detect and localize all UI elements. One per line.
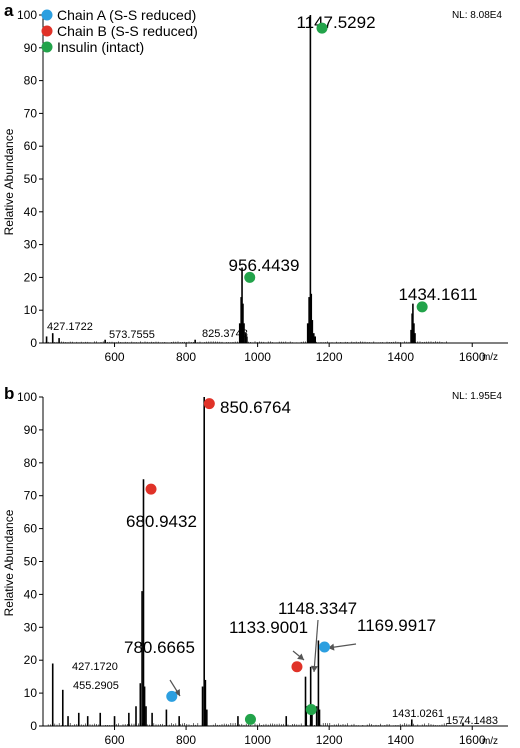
- legend: Chain A (S-S reduced)Chain B (S-S reduce…: [41, 7, 198, 55]
- y-tick-label: 10: [24, 303, 38, 317]
- peak-label: 1133.9001: [229, 618, 308, 637]
- x-tick-label: 1400: [387, 350, 414, 364]
- peak-label: 573.7555: [109, 329, 155, 341]
- y-tick-label: 30: [24, 238, 38, 252]
- y-tick-label: 80: [24, 74, 38, 88]
- species-marker: [416, 301, 428, 313]
- legend-marker: [41, 9, 53, 21]
- x-tick-label: 600: [105, 350, 125, 364]
- y-tick-label: 60: [24, 139, 38, 153]
- y-tick-label: 0: [30, 336, 37, 350]
- y-axis-label: Relative Abundance: [2, 128, 16, 235]
- arrow-head: [297, 653, 304, 660]
- y-tick-label: 70: [24, 106, 38, 120]
- y-tick-label: 20: [24, 653, 38, 667]
- y-tick-label: 20: [24, 270, 38, 284]
- species-marker: [203, 398, 215, 410]
- species-marker: [244, 713, 256, 725]
- peak-label: 1574.1483: [446, 715, 498, 727]
- x-tick-label: 600: [105, 733, 125, 747]
- panel-letter: b: [4, 384, 14, 403]
- x-tick-label: 1000: [244, 350, 271, 364]
- species-marker: [145, 483, 157, 495]
- legend-marker: [41, 41, 53, 53]
- spectrum-panel-b: b NL: 1.95E4 0 10 20 30 40 50 60 70 80 90 100 600 800 1…: [2, 384, 508, 747]
- peak-label: 825.3748: [202, 328, 248, 340]
- x-tick-label: 800: [176, 733, 196, 747]
- x-axis-label: m/z: [482, 352, 498, 363]
- peak-label: 680.9432: [126, 512, 197, 531]
- species-marker: [319, 641, 331, 653]
- x-tick-label: 1600: [459, 350, 486, 364]
- y-tick-label: 0: [30, 719, 37, 733]
- y-axis-label: Relative Abundance: [2, 509, 16, 616]
- peak-label: 455.2905: [73, 680, 119, 692]
- y-tick-label: 60: [24, 522, 38, 536]
- x-tick-label: 1000: [244, 733, 271, 747]
- arrow-head: [310, 665, 318, 672]
- legend-label: Insulin (intact): [57, 39, 144, 55]
- x-tick-label: 1200: [316, 350, 343, 364]
- legend-label: Chain B (S-S reduced): [57, 23, 198, 39]
- species-marker: [305, 704, 317, 716]
- y-tick-label: 100: [17, 390, 37, 404]
- legend-marker: [41, 25, 53, 37]
- y-tick-label: 30: [24, 620, 38, 634]
- y-tick-label: 90: [24, 423, 38, 437]
- label-arrow: [313, 619, 319, 673]
- arrow-head: [173, 689, 180, 696]
- y-tick-label: 10: [24, 686, 38, 700]
- y-tick-label: 100: [17, 8, 37, 22]
- x-tick-label: 1600: [459, 733, 486, 747]
- species-marker: [166, 690, 178, 702]
- peak-label: 1148.3347: [278, 599, 357, 618]
- species-marker: [244, 271, 256, 283]
- peak-label: 427.1720: [72, 661, 118, 673]
- y-tick-label: 40: [24, 205, 38, 219]
- y-tick-label: 80: [24, 456, 38, 470]
- normalization-level: NL: 1.95E4: [452, 391, 502, 402]
- y-tick-label: 40: [24, 587, 38, 601]
- peak-label: 1431.0261: [392, 708, 444, 720]
- x-tick-label: 1200: [316, 733, 343, 747]
- peak-label: 850.6764: [220, 398, 291, 417]
- normalization-level: NL: 8.08E4: [452, 10, 502, 21]
- y-tick-label: 90: [24, 41, 38, 55]
- x-axis-label: m/z: [482, 736, 498, 747]
- arrow-head: [328, 643, 335, 651]
- peak-label: 1147.5292: [296, 13, 375, 32]
- peak-label: 427.1722: [47, 321, 93, 333]
- peak-label: 1434.1611: [398, 285, 477, 304]
- spectrum-panel-a: a NL: 8.08E4 0 10 20 30 40 50 60 70 80 90 100 600 800 1…: [2, 1, 508, 364]
- species-marker: [316, 22, 328, 34]
- species-marker: [291, 661, 303, 673]
- y-tick-label: 70: [24, 489, 38, 503]
- peak-label: 780.6665: [124, 638, 195, 657]
- peak-label: 1169.9917: [357, 616, 436, 635]
- y-tick-label: 50: [24, 172, 38, 186]
- y-tick-label: 50: [24, 555, 38, 569]
- panel-letter: a: [4, 1, 14, 20]
- peak-label: 956.4439: [229, 256, 300, 275]
- x-tick-label: 1400: [387, 733, 414, 747]
- baseline-noise: [45, 341, 447, 343]
- legend-label: Chain A (S-S reduced): [57, 7, 196, 23]
- x-tick-label: 800: [176, 350, 196, 364]
